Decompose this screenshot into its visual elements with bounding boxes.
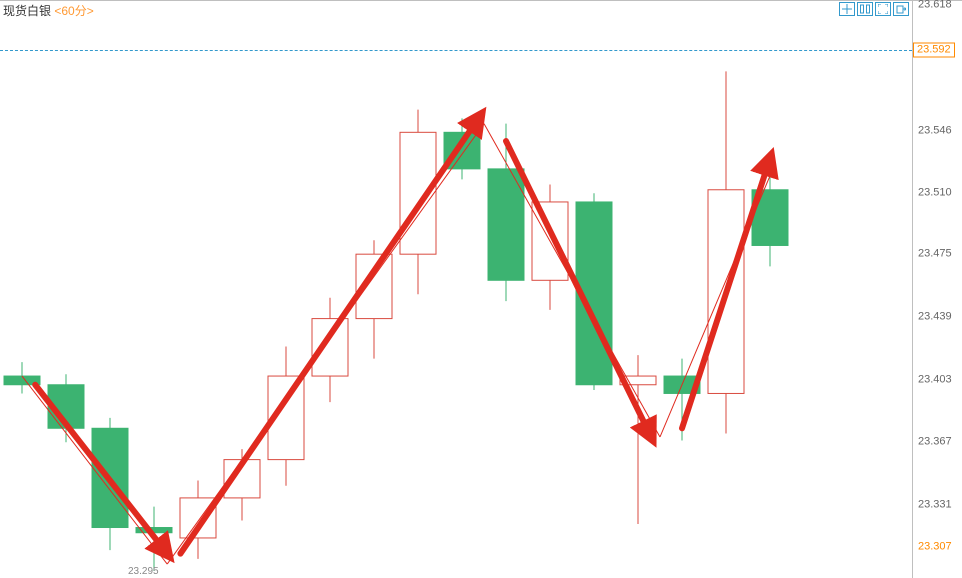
expand-icon[interactable] [875,2,891,16]
export-icon[interactable] [893,2,909,16]
candlestick-chart: 现货白银 <60分> 23.618 23.592 23.546 23.510 23.47… [0,0,962,578]
y-tick-label: 23.592 [913,43,955,58]
crosshair-icon[interactable] [839,2,855,16]
footer-faint-label: 23.295 [128,566,159,577]
y-tick-label: 23.439 [918,311,952,322]
y-tick-label: 23.546 [918,125,952,136]
chart-title: 现货白银 <60分> [3,2,94,19]
reference-line [0,50,912,51]
instrument-name: 现货白银 [3,4,51,18]
y-tick-label: 23.618 [918,0,952,11]
y-tick-label: 23.475 [918,249,952,260]
interval-label: <60分> [54,4,93,18]
y-tick-label: 23.367 [918,437,952,448]
y-axis-area [912,0,962,578]
chart-toolbar [839,2,909,16]
plot-area [0,0,913,578]
y-tick-label: 23.331 [918,499,952,510]
y-tick-label: 23.510 [918,188,952,199]
y-tick-label: 23.403 [918,374,952,385]
layout-icon[interactable] [857,2,873,16]
y-tick-label: 23.307 [918,541,952,552]
